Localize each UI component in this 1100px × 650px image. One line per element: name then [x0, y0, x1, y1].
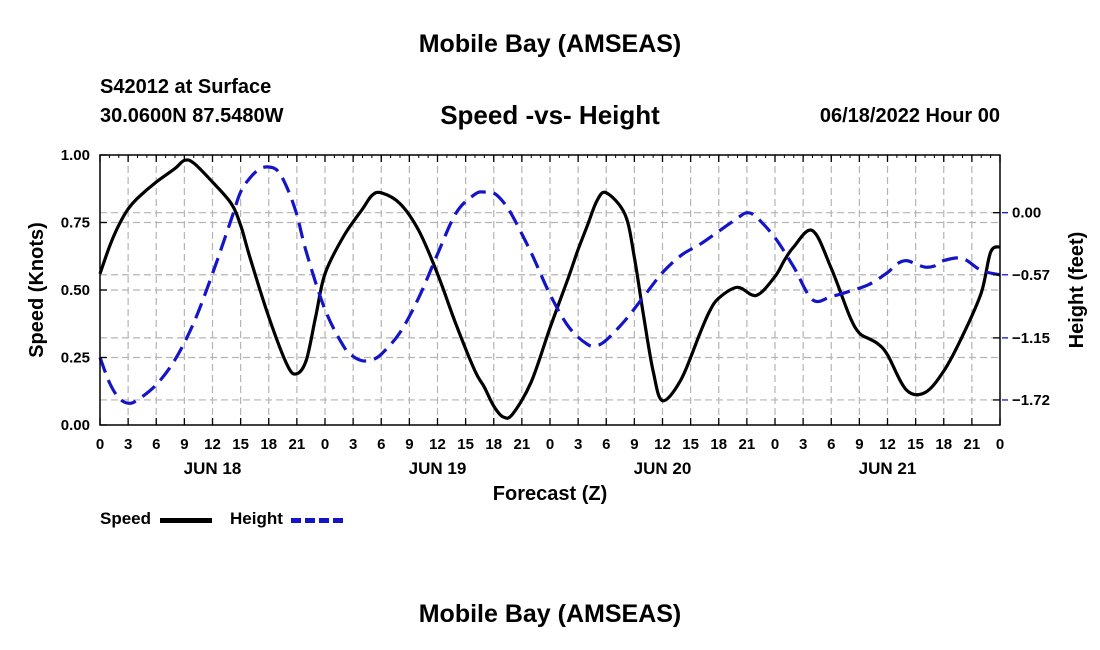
footer-title: Mobile Bay (AMSEAS)	[418, 600, 682, 628]
y-left-tick-label: 0.25	[61, 350, 90, 367]
x-tick-label: 12	[654, 436, 671, 453]
y-left-tick-label: 0.00	[61, 417, 90, 434]
coordinates-label: 30.0600N 87.5480W	[100, 105, 284, 127]
x-tick-label: 12	[204, 436, 221, 453]
station-label: S42012 at Surface	[100, 76, 272, 98]
y-right-tick-label: 0.00	[1012, 205, 1041, 222]
x-tick-label: 21	[964, 436, 981, 453]
x-tick-label: 0	[321, 436, 329, 453]
run-time-label: 06/18/2022 Hour 00	[819, 105, 1000, 127]
x-tick-label: 9	[630, 436, 638, 453]
x-tick-label: 15	[457, 436, 474, 453]
y-left-tick-label: 0.50	[61, 282, 90, 299]
y-right-tick-label: −0.57	[1012, 267, 1050, 284]
height-series-line	[98, 165, 1001, 405]
x-tick-label: 3	[124, 436, 132, 453]
day-label: JUN 19	[409, 459, 467, 478]
chart-subtitle: Speed -vs- Height	[440, 100, 660, 130]
x-tick-label: 12	[429, 436, 446, 453]
x-tick-label: 21	[289, 436, 306, 453]
x-tick-label: 12	[879, 436, 896, 453]
day-label: JUN 18	[184, 459, 242, 478]
x-tick-label: 18	[485, 436, 502, 453]
legend-height-swatch	[291, 518, 343, 523]
y-left-tick-label: 0.75	[61, 215, 90, 232]
x-axis-label: Forecast (Z)	[493, 483, 607, 505]
legend-speed-label: Speed	[100, 509, 152, 528]
series-layer	[98, 158, 1001, 420]
x-tick-label: 21	[514, 436, 531, 453]
x-tick-label: 18	[710, 436, 727, 453]
x-tick-label: 21	[739, 436, 756, 453]
y-axis-left-label: Speed (Knots)	[26, 222, 48, 358]
x-tick-label: 15	[682, 436, 699, 453]
x-tick-label: 0	[996, 436, 1004, 453]
axes-layer: 0 3 6 9 12 15 18 21 0 3 6 9 12 15 18 21 0 3 6 9 12 15 18 21 0 3 6 9…	[61, 147, 1050, 478]
x-tick-label: 15	[232, 436, 249, 453]
x-tick-label: 6	[377, 436, 385, 453]
x-tick-label: 6	[827, 436, 835, 453]
y-axis-right-label: Height (feet)	[1066, 232, 1088, 349]
speed-series-line	[98, 158, 1001, 420]
x-tick-label: 6	[602, 436, 610, 453]
x-tick-label: 0	[96, 436, 104, 453]
x-tick-label: 0	[771, 436, 779, 453]
x-tick-label: 15	[907, 436, 924, 453]
day-label: JUN 20	[634, 459, 692, 478]
x-tick-label: 6	[152, 436, 160, 453]
y-right-tick-label: −1.15	[1012, 330, 1050, 347]
x-tick-label: 3	[349, 436, 357, 453]
x-tick-label: 18	[935, 436, 952, 453]
grid-lines	[100, 155, 1000, 425]
y-right-tick-label: −1.72	[1012, 392, 1050, 409]
chart-title: Mobile Bay (AMSEAS)	[418, 30, 682, 58]
x-tick-label: 18	[260, 436, 277, 453]
legend-height-label: Height	[230, 509, 283, 528]
x-tick-label: 3	[799, 436, 807, 453]
x-tick-label: 9	[180, 436, 188, 453]
x-tick-label: 9	[405, 436, 413, 453]
x-tick-label: 0	[546, 436, 554, 453]
x-tick-label: 3	[574, 436, 582, 453]
day-label: JUN 21	[859, 459, 917, 478]
x-tick-label: 9	[855, 436, 863, 453]
y-left-tick-label: 1.00	[61, 147, 90, 164]
legend-speed-swatch	[160, 518, 212, 523]
